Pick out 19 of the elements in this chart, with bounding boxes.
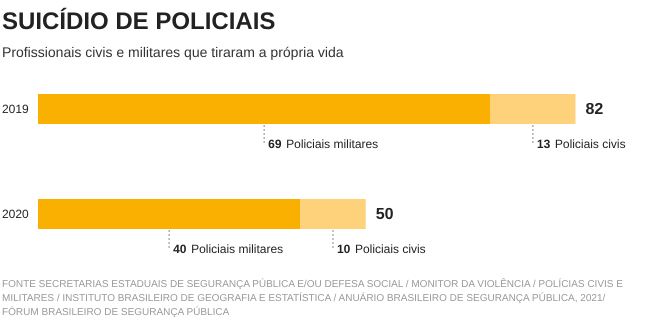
data-label: 13 — [536, 137, 551, 151]
data-label: 69 — [268, 137, 282, 151]
bar — [490, 94, 576, 124]
chart-subtitle: Profissionais civis e militares que tiraram a própria vida — [2, 44, 344, 60]
total-label: 82 — [586, 101, 604, 118]
bar — [38, 199, 300, 229]
text: Policiais civis — [354, 242, 426, 256]
y-tick-label: 2019 — [2, 102, 30, 116]
data-label: 40 — [173, 242, 187, 256]
series-label: Policiais militares — [286, 137, 378, 151]
series-label: Policiais civis — [554, 137, 626, 151]
chart-title: SUICÍDIO DE POLICIAIS — [2, 7, 276, 35]
bar — [300, 199, 366, 229]
y-tick-label: 2020 — [2, 207, 30, 221]
total-label: 50 — [376, 206, 394, 223]
text: Policiais militares — [191, 242, 284, 256]
bar — [38, 94, 490, 124]
source-note: FONTE SECRETARIAS ESTADUAIS DE SEGURANÇA PÚBLICA E/OU DEFESA SOCIAL / MONITOR DA VIOLÊNCIA / POLÍCIAS CIVIS E MILITARES / INSTITUTO BRASILEIRO DE GEOGRAFIA E ESTATÍSTICA / ANUÁRIO BRASILEIRO DE SEGURANÇA PÚBLICA, 2021/ FÓRUM BRASILEIRO DE SEGURANÇA PÚBLICA — [2, 278, 624, 318]
data-label: 10 — [336, 242, 351, 256]
